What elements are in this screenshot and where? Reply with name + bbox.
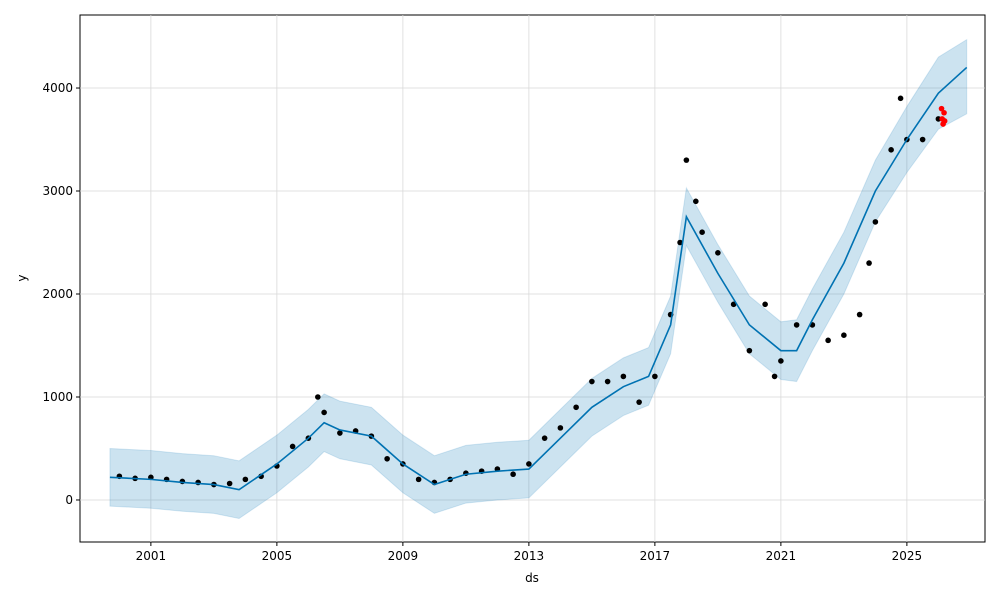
observed-point (589, 378, 595, 385)
observed-point (604, 378, 611, 385)
x-tick-label: 2025 (892, 549, 923, 563)
x-tick-label: 2021 (766, 549, 797, 563)
plot-frame (79, 14, 986, 543)
observed-point (384, 455, 390, 462)
observed-point (526, 461, 532, 467)
observed-point (321, 409, 327, 416)
y-tick-label: 4000 (42, 81, 73, 95)
x-tick-label: 2001 (136, 549, 167, 563)
observed-point (856, 311, 863, 318)
holdout-point (941, 109, 947, 116)
observed-point (872, 219, 879, 225)
observed-point (179, 478, 186, 485)
observed-point (242, 476, 249, 483)
x-tick-label: 2005 (262, 549, 293, 563)
holdout-point (938, 105, 945, 112)
y-tick-label: 2000 (42, 287, 73, 301)
observed-point (919, 136, 926, 143)
observed-point (289, 443, 296, 450)
observed-point (715, 250, 721, 256)
observed-point (762, 301, 768, 308)
observed-point (771, 373, 778, 380)
observed-point (746, 347, 753, 354)
uncertainty-band (109, 38, 968, 520)
observed-point (683, 157, 690, 163)
observed-point (337, 430, 343, 436)
observed-point (699, 229, 705, 236)
observed-point (415, 476, 422, 483)
observed-point (195, 479, 201, 486)
observed-point (677, 239, 683, 246)
observed-point (510, 471, 516, 478)
observed-point (636, 399, 642, 405)
forecast-line (109, 66, 968, 491)
observed-point (693, 198, 699, 205)
y-axis-label: y (15, 274, 29, 281)
x-tick-label: 2017 (640, 549, 671, 563)
observed-point (620, 373, 627, 380)
y-tick-label: 1000 (42, 390, 73, 404)
x-axis-label: ds (525, 571, 539, 585)
x-tick-label: 2009 (388, 549, 419, 563)
x-tick-label: 2013 (514, 549, 545, 563)
y-tick-label: 0 (65, 493, 73, 507)
observed-point (226, 480, 233, 487)
observed-point (573, 404, 579, 411)
y-tick-label: 3000 (42, 184, 73, 198)
observed-point (778, 358, 784, 364)
observed-point (897, 95, 904, 102)
holdout-point (941, 118, 948, 124)
observed-point (888, 147, 894, 153)
observed-point (866, 260, 872, 266)
observed-point (315, 394, 321, 400)
observed-point (841, 332, 847, 338)
observed-point (557, 425, 564, 431)
observed-point (825, 337, 831, 344)
observed-point (793, 322, 800, 328)
observed-point (541, 435, 548, 441)
observed-point (652, 373, 658, 380)
